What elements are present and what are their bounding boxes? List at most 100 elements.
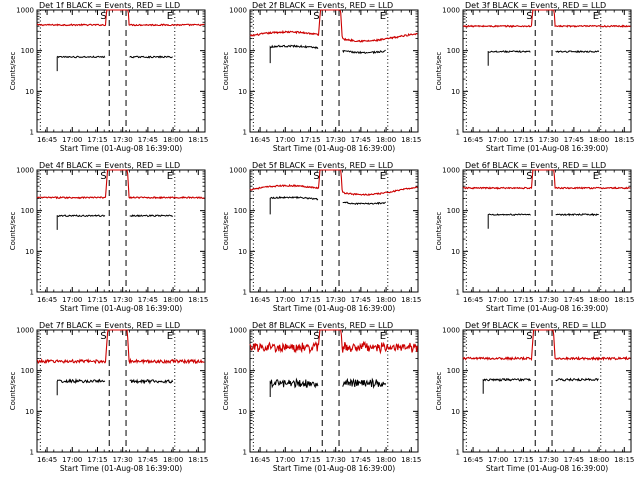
marker-label: S bbox=[526, 171, 532, 182]
y-axis-label: Counts/sec bbox=[222, 372, 230, 411]
y-tick-label: 1000 bbox=[16, 7, 34, 15]
x-tick-label: 17:30 bbox=[326, 296, 346, 304]
events-series-line bbox=[56, 55, 106, 72]
y-tick-label: 100 bbox=[234, 367, 247, 375]
y-axis-label: Counts/sec bbox=[222, 52, 230, 91]
panel-title: Det 9f BLACK = Events, RED = LLD bbox=[465, 321, 606, 330]
y-tick-label: 1000 bbox=[442, 167, 460, 175]
y-tick-label: 1 bbox=[243, 449, 247, 457]
plot-frame bbox=[36, 329, 206, 453]
x-tick-label: 16:45 bbox=[37, 136, 57, 144]
x-tick-label: 17:30 bbox=[113, 456, 133, 464]
x-tick-label: 18:15 bbox=[401, 296, 421, 304]
marker-label: E bbox=[380, 171, 386, 182]
x-tick-label: 17:00 bbox=[488, 456, 508, 464]
x-tick-label: 18:15 bbox=[401, 456, 421, 464]
x-tick-label: 17:15 bbox=[87, 456, 107, 464]
panel-9: Det 9f BLACK = Events, RED = LLD 1 10 100 10… bbox=[435, 321, 634, 473]
plot-frame bbox=[249, 9, 419, 133]
x-axis-label: Start Time (01-Aug-08 16:39:00) bbox=[60, 304, 182, 313]
y-tick-label: 10 bbox=[451, 408, 460, 416]
x-tick-label: 17:45 bbox=[351, 136, 371, 144]
marker-label: S bbox=[526, 11, 532, 22]
x-tick-label: 17:00 bbox=[275, 456, 295, 464]
x-tick-label: 18:15 bbox=[188, 456, 208, 464]
x-axis-label: Start Time (01-Aug-08 16:39:00) bbox=[273, 464, 395, 473]
y-tick-label: 100 bbox=[21, 207, 34, 215]
x-axis-label: Start Time (01-Aug-08 16:39:00) bbox=[273, 144, 395, 153]
events-series-line bbox=[269, 377, 319, 397]
x-tick-label: 17:15 bbox=[87, 136, 107, 144]
x-tick-label: 17:45 bbox=[564, 296, 584, 304]
marker-label: E bbox=[593, 331, 599, 342]
panel-title: Det 1f BLACK = Events, RED = LLD bbox=[39, 1, 180, 10]
x-tick-label: 18:00 bbox=[589, 296, 609, 304]
y-tick-label: 1000 bbox=[229, 7, 247, 15]
y-tick-label: 10 bbox=[238, 248, 247, 256]
panel-7: Det 7f BLACK = Events, RED = LLD 1 10 100 10… bbox=[9, 321, 208, 473]
y-tick-label: 1 bbox=[30, 129, 34, 137]
y-axis-label: Counts/sec bbox=[9, 212, 17, 251]
panel-title: Det 5f BLACK = Events, RED = LLD bbox=[252, 161, 393, 170]
x-tick-label: 18:00 bbox=[589, 136, 609, 144]
x-tick-label: 16:45 bbox=[37, 456, 57, 464]
x-tick-label: 17:30 bbox=[113, 136, 133, 144]
x-axis-label: Start Time (01-Aug-08 16:39:00) bbox=[486, 464, 608, 473]
panel-5: Det 5f BLACK = Events, RED = LLD 1 10 100 10… bbox=[222, 161, 421, 313]
x-tick-label: 16:45 bbox=[463, 136, 483, 144]
x-tick-label: 17:30 bbox=[539, 296, 559, 304]
x-tick-label: 17:45 bbox=[138, 456, 158, 464]
x-tick-label: 18:15 bbox=[401, 136, 421, 144]
y-tick-label: 1 bbox=[243, 289, 247, 297]
lld-series-line bbox=[249, 169, 418, 196]
x-axis-label: Start Time (01-Aug-08 16:39:00) bbox=[60, 144, 182, 153]
x-tick-label: 17:15 bbox=[300, 136, 320, 144]
plot-frame bbox=[462, 329, 632, 453]
y-tick-label: 1 bbox=[456, 129, 460, 137]
panel-1: Det 1f BLACK = Events, RED = LLD 1 10 100 10… bbox=[9, 1, 208, 153]
y-tick-label: 1000 bbox=[442, 327, 460, 335]
lld-series-line bbox=[249, 9, 418, 43]
y-tick-label: 1 bbox=[30, 289, 34, 297]
x-tick-label: 16:45 bbox=[463, 456, 483, 464]
y-axis-label: Counts/sec bbox=[435, 52, 443, 91]
x-tick-label: 17:15 bbox=[513, 136, 533, 144]
panel-title: Det 2f BLACK = Events, RED = LLD bbox=[252, 1, 393, 10]
x-axis-label: Start Time (01-Aug-08 16:39:00) bbox=[486, 304, 608, 313]
marker-label: E bbox=[593, 11, 599, 22]
x-tick-label: 17:45 bbox=[351, 456, 371, 464]
events-series-line bbox=[555, 377, 599, 382]
x-tick-label: 18:00 bbox=[376, 456, 396, 464]
x-tick-label: 17:00 bbox=[62, 136, 82, 144]
events-series-line bbox=[269, 44, 319, 64]
marker-label: E bbox=[167, 11, 173, 22]
x-tick-label: 18:00 bbox=[163, 136, 183, 144]
lld-series-line bbox=[36, 9, 205, 27]
y-tick-label: 1 bbox=[456, 449, 460, 457]
y-tick-label: 10 bbox=[451, 248, 460, 256]
y-tick-label: 100 bbox=[447, 367, 460, 375]
plot-frame bbox=[36, 169, 206, 293]
y-tick-label: 1000 bbox=[442, 7, 460, 15]
events-series-line bbox=[555, 212, 599, 217]
y-tick-label: 1 bbox=[243, 129, 247, 137]
y-axis-label: Counts/sec bbox=[9, 52, 17, 91]
x-tick-label: 17:45 bbox=[351, 296, 371, 304]
lld-series-line bbox=[462, 9, 631, 28]
y-tick-label: 10 bbox=[25, 248, 34, 256]
x-tick-label: 17:00 bbox=[62, 456, 82, 464]
y-axis-label: Counts/sec bbox=[435, 372, 443, 411]
y-tick-label: 100 bbox=[234, 207, 247, 215]
panel-title: Det 6f BLACK = Events, RED = LLD bbox=[465, 161, 606, 170]
x-tick-label: 17:15 bbox=[300, 296, 320, 304]
events-series-line bbox=[487, 213, 531, 229]
y-tick-label: 10 bbox=[451, 88, 460, 96]
x-tick-label: 17:45 bbox=[564, 456, 584, 464]
events-series-line bbox=[555, 49, 600, 54]
x-tick-label: 17:30 bbox=[539, 456, 559, 464]
x-tick-label: 16:45 bbox=[463, 296, 483, 304]
lld-series-line bbox=[36, 169, 205, 200]
marker-label: E bbox=[167, 171, 173, 182]
x-tick-label: 16:45 bbox=[250, 296, 270, 304]
